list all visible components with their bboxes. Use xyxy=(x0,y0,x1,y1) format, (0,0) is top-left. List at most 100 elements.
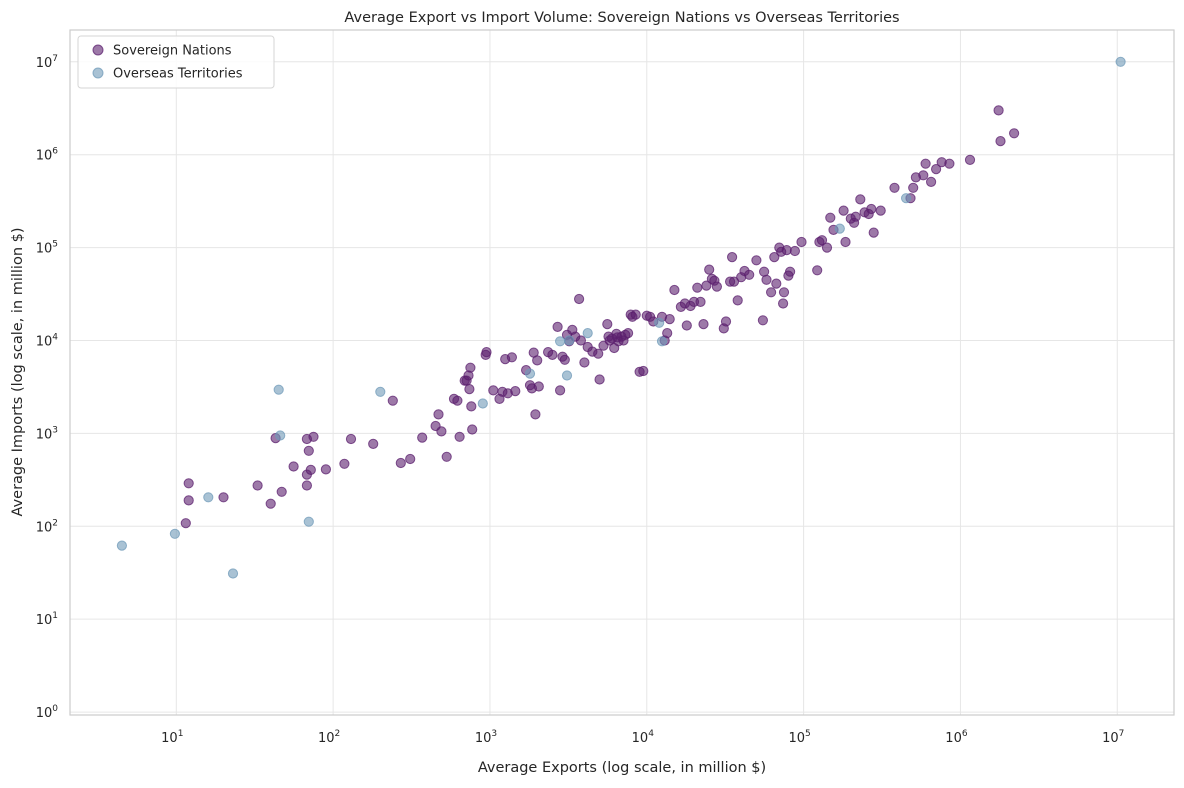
y-tick-label: 104 xyxy=(36,332,59,349)
legend: Sovereign Nations Overseas Territories xyxy=(77,35,275,89)
territory-point xyxy=(654,317,665,328)
sovereign-point xyxy=(594,374,605,385)
territory-point xyxy=(555,336,566,347)
sovereign-point xyxy=(574,293,585,305)
sovereign-point xyxy=(926,176,937,187)
sovereign-point xyxy=(785,266,796,277)
sovereign-point xyxy=(771,278,782,289)
sovereign-point xyxy=(789,245,801,257)
sovereign-point xyxy=(441,451,452,462)
sovereign-point xyxy=(395,457,406,469)
x-tick-label: 107 xyxy=(1102,729,1124,746)
sovereign-point xyxy=(778,287,790,298)
plot-frame xyxy=(69,29,1175,716)
sovereign-point xyxy=(908,182,919,193)
sovereign-point xyxy=(555,385,566,396)
x-tick-label: 106 xyxy=(945,729,968,746)
sovereign-point xyxy=(276,486,287,497)
sovereign-point xyxy=(662,328,673,339)
sovereign-point xyxy=(345,433,357,445)
sovereign-point xyxy=(552,321,563,332)
sovereign-point xyxy=(812,265,823,276)
sovereign-point xyxy=(995,136,1006,147)
x-tick-label: 103 xyxy=(475,729,497,746)
sovereign-point xyxy=(638,365,649,377)
territory-point xyxy=(564,335,575,346)
sovereign-point xyxy=(454,431,465,442)
sovereign-point xyxy=(417,432,428,443)
territory-point xyxy=(561,370,573,381)
sovereign-point xyxy=(744,269,755,280)
sovereign-point xyxy=(778,298,789,309)
y-tick-label: 106 xyxy=(36,147,59,164)
sovereign-point xyxy=(452,395,463,406)
x-tick-label: 101 xyxy=(161,729,183,746)
sovereign-point xyxy=(821,242,833,253)
sovereign-point xyxy=(692,282,703,293)
x-tick-label: 105 xyxy=(788,729,810,746)
y-tick-label: 100 xyxy=(36,704,59,721)
sovereign-point xyxy=(180,518,191,529)
sovereign-point xyxy=(575,335,587,346)
sovereign-point xyxy=(944,158,955,169)
sovereign-point xyxy=(761,274,772,285)
sovereign-point xyxy=(850,211,861,222)
sovereign-point xyxy=(840,236,851,248)
territory-point xyxy=(656,336,668,347)
sovereign-point xyxy=(825,212,836,223)
sovereign-point xyxy=(579,357,590,368)
y-axis-label: Average Imports (log scale, in million $… xyxy=(10,227,26,516)
sovereign-point xyxy=(889,182,900,193)
sovereign-point xyxy=(698,319,709,330)
sovereign-point xyxy=(868,227,879,238)
sovereign-point xyxy=(602,319,613,330)
legend-marker-sovereign xyxy=(92,44,104,56)
grid-lines xyxy=(70,30,1174,715)
sovereign-point xyxy=(433,409,444,420)
sovereign-point xyxy=(711,281,723,292)
y-tick-label: 101 xyxy=(36,611,58,628)
y-tick-label: 103 xyxy=(36,425,58,442)
legend-box xyxy=(77,35,275,89)
sovereign-point xyxy=(405,453,416,465)
sovereign-point xyxy=(751,255,762,266)
sovereign-point xyxy=(757,315,769,326)
sovereign-point xyxy=(466,401,477,412)
sovereign-point xyxy=(669,284,680,296)
territory-point xyxy=(582,328,593,339)
territory-point xyxy=(901,193,912,204)
territory-point xyxy=(1115,56,1126,67)
sovereign-point xyxy=(464,384,475,395)
territory-point xyxy=(273,384,284,395)
sovereign-point xyxy=(695,296,706,307)
x-tick-label: 102 xyxy=(318,729,340,746)
sovereign-point xyxy=(301,480,312,491)
sovereign-point xyxy=(532,355,543,366)
sovereign-point xyxy=(816,235,828,246)
sovereign-point xyxy=(183,478,194,489)
sovereign-point xyxy=(664,314,675,325)
sovereign-point xyxy=(488,385,499,396)
sovereign-point xyxy=(308,431,319,442)
sovereign-point xyxy=(252,480,263,491)
tick-labels: 101 102 103 104 105 106 107 100 101 102 103 104 105 1… xyxy=(36,54,1125,746)
sovereign-point xyxy=(796,236,807,248)
legend-label-territory: Overseas Territories xyxy=(113,67,243,82)
sovereign-point xyxy=(623,328,634,339)
territory-point xyxy=(169,528,180,539)
territory-point xyxy=(203,492,214,503)
territory-point xyxy=(524,368,536,379)
sovereign-point xyxy=(547,349,558,360)
territory-point xyxy=(477,398,488,409)
territory-point xyxy=(303,516,314,527)
sovereign-point xyxy=(288,461,299,472)
sovereign-point xyxy=(931,164,942,175)
sovereign-point xyxy=(866,203,877,215)
sovereign-point xyxy=(728,276,740,287)
sovereign-point xyxy=(1009,128,1020,139)
sovereign-point xyxy=(855,194,866,205)
data-points xyxy=(116,56,1126,579)
territory-point xyxy=(116,540,128,551)
